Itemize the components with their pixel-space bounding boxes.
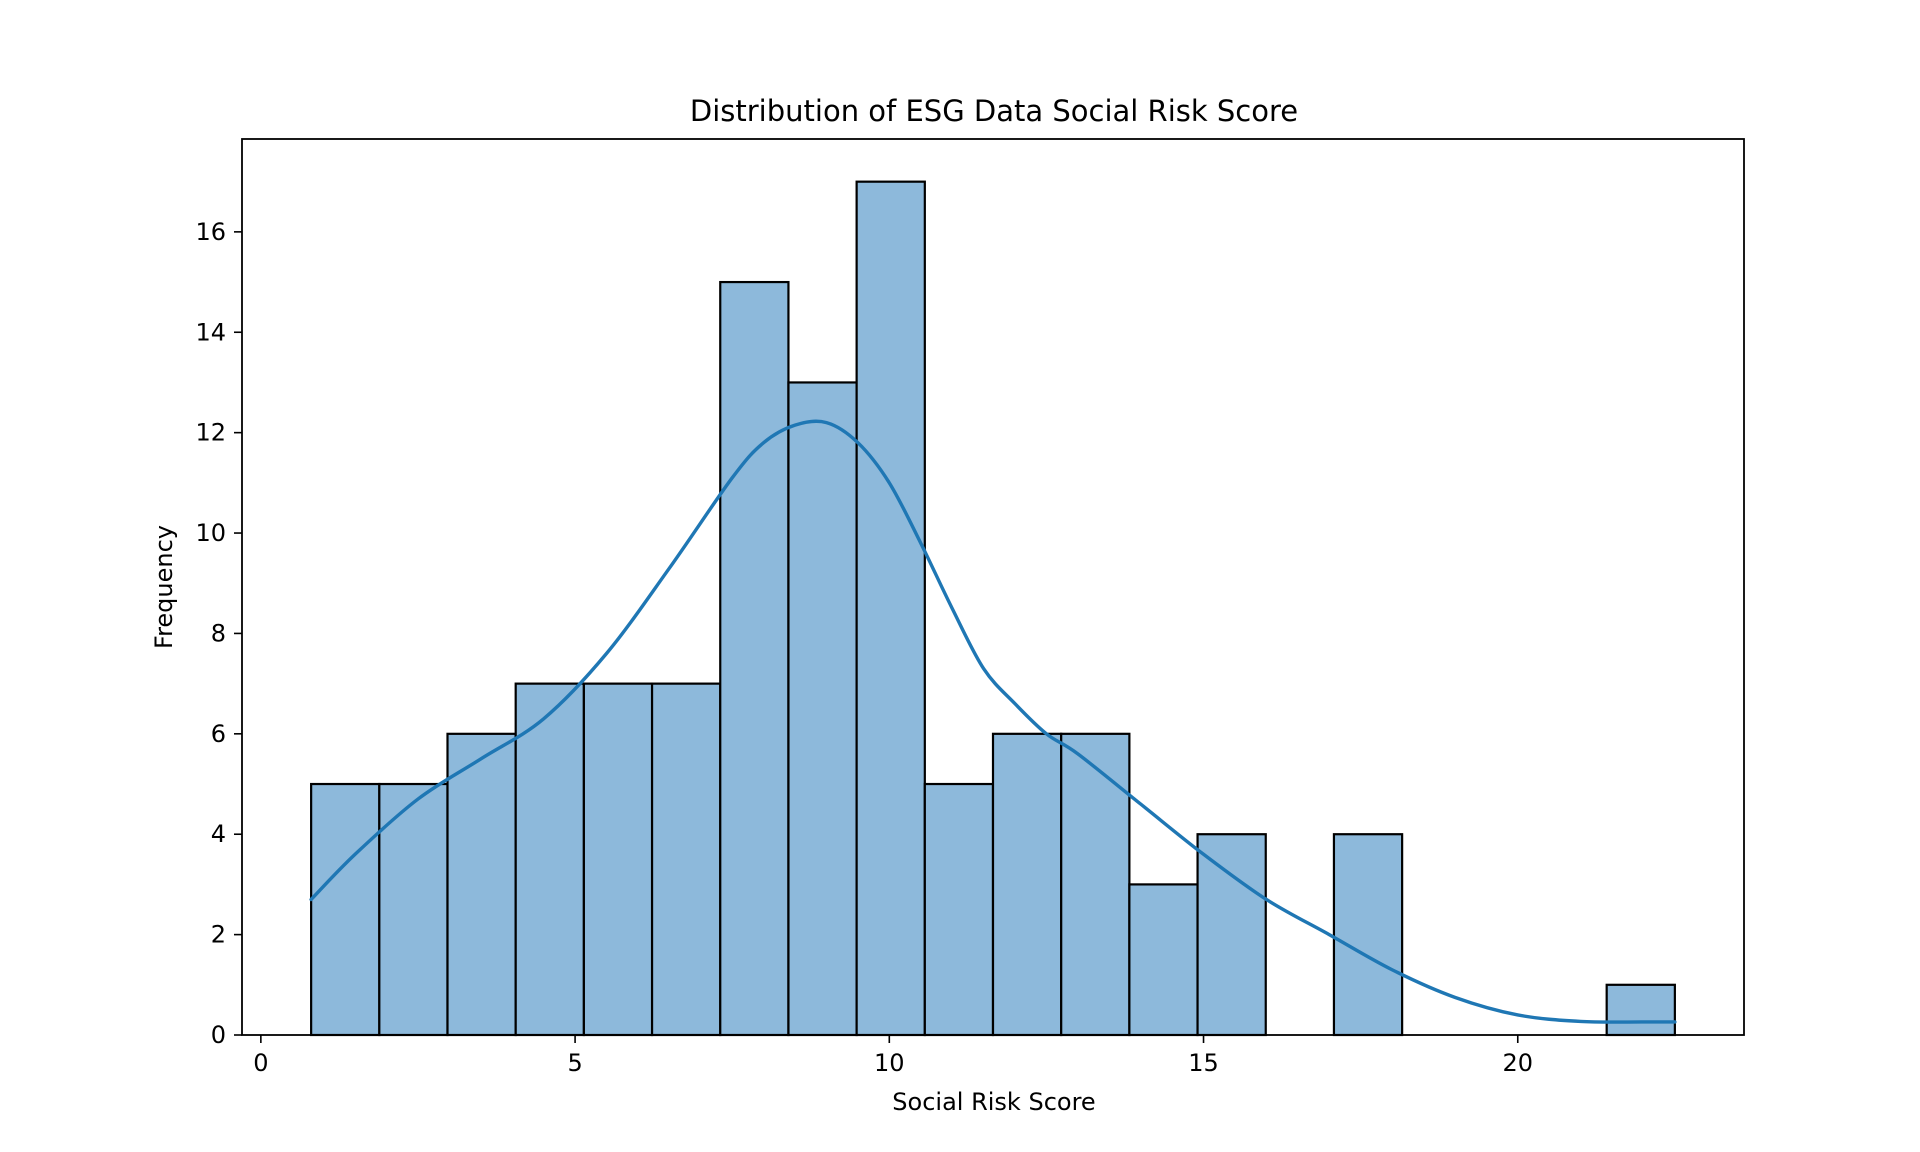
histogram-bar <box>310 782 381 1037</box>
x-axis-label: Social Risk Score <box>892 1088 1095 1116</box>
histogram-bar <box>787 381 858 1037</box>
x-tick-label: 10 <box>874 1049 905 1077</box>
histogram-bar <box>582 682 654 1037</box>
x-tick-label: 5 <box>567 1049 582 1077</box>
kde-density-line <box>309 419 1677 1024</box>
histogram-bar <box>923 782 995 1037</box>
histogram-bar <box>1332 833 1404 1037</box>
histogram-bar <box>514 682 585 1037</box>
x-tick-label: 0 <box>253 1049 268 1077</box>
x-tick-label: 20 <box>1502 1049 1533 1077</box>
histogram-bar <box>446 732 517 1037</box>
chart-title: Distribution of ESG Data Social Risk Sco… <box>690 94 1298 128</box>
y-tick-label: 10 <box>195 519 226 547</box>
y-tick-label: 2 <box>211 921 226 949</box>
histogram-bar <box>1196 833 1267 1037</box>
histogram-bar <box>1128 883 1199 1037</box>
histogram-bar <box>378 782 449 1037</box>
histogram-bar <box>1060 732 1131 1037</box>
x-axis-ticks: 0 5 10 15 20 <box>253 1035 1533 1077</box>
histogram-bar <box>991 732 1063 1037</box>
y-tick-label: 16 <box>195 218 226 246</box>
y-tick-label: 6 <box>211 720 226 748</box>
histogram-bar <box>650 682 722 1037</box>
y-axis-label: Frequency <box>150 525 178 649</box>
y-axis-ticks: 0 2 4 6 8 10 12 14 16 <box>195 218 242 1049</box>
kde-layer <box>309 419 1677 1024</box>
plot-frame <box>241 138 1745 1036</box>
x-tick-label: 15 <box>1188 1049 1219 1077</box>
y-tick-label: 8 <box>211 619 226 647</box>
y-tick-label: 4 <box>211 820 226 848</box>
y-tick-label: 12 <box>195 419 226 447</box>
histogram-bar <box>1605 983 1676 1037</box>
histogram-bar <box>719 280 790 1037</box>
y-tick-label: 0 <box>211 1021 226 1049</box>
bars-layer <box>310 180 1676 1037</box>
histogram-bar <box>855 180 926 1037</box>
y-tick-label: 14 <box>195 318 226 346</box>
